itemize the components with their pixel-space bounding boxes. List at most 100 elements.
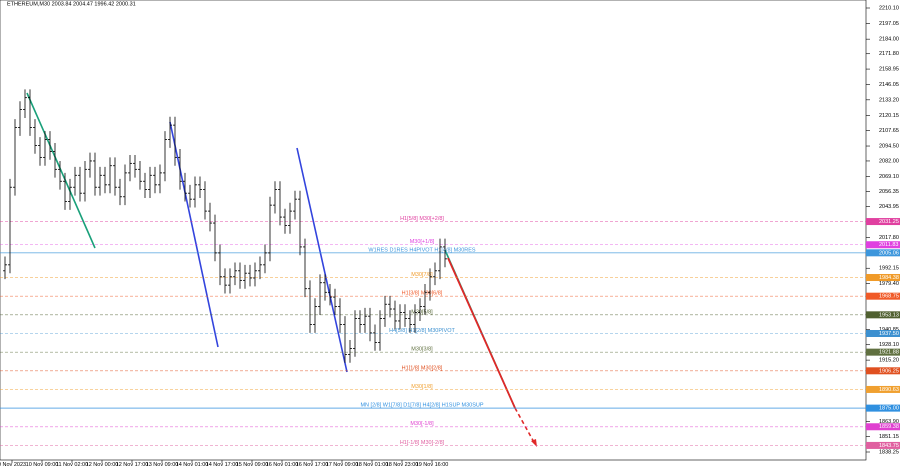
trend-line (169, 121, 219, 348)
price-tag-label: 2005.06 (879, 250, 899, 256)
level-label: M30[1/8] (411, 384, 433, 390)
y-tick-label: 2082.00 (879, 158, 899, 164)
ohlc-bar (13, 119, 17, 196)
level-label: M30[7/8] (411, 272, 433, 278)
y-tick-label: 2107.65 (879, 128, 899, 134)
ohlc-bar (93, 152, 97, 196)
ohlc-bar (328, 283, 332, 306)
ohlc-bar (238, 262, 242, 289)
ohlc-bar (398, 304, 402, 330)
trend-line (26, 92, 96, 249)
ohlc-bar (43, 131, 47, 166)
level-label: H1[5/8] M30[+2/8] (400, 216, 444, 222)
ohlc-bar (98, 166, 102, 196)
level-label: H4[5/8] H1[2/8] M30PIVOT (389, 328, 455, 334)
y-tick-label: 2184.00 (879, 37, 899, 43)
y-tick-label: 1838.25 (879, 449, 899, 455)
price-tag-label: 1875.00 (879, 406, 899, 412)
y-tick-label: 1992.15 (879, 266, 899, 272)
price-tag (866, 404, 900, 412)
ohlc-bar (168, 116, 172, 148)
ohlc-bar (308, 280, 312, 333)
price-tag-label: 1859.38 (879, 424, 899, 430)
x-tick-label: 16 Nov 17:00 (296, 462, 329, 468)
y-tick-label: 2056.35 (879, 189, 899, 195)
x-tick-label: 18 Nov 01:00 (356, 462, 389, 468)
price-tag (866, 367, 900, 375)
price-tag-label: 1906.25 (879, 368, 899, 374)
trend-line (296, 147, 348, 373)
ohlc-bar (233, 262, 237, 286)
trend-lines (26, 92, 537, 447)
y-tick-label: 1928.10 (879, 342, 899, 348)
ohlc-bar (428, 268, 432, 301)
ohlc-bar (323, 274, 327, 301)
x-tick-label: 9 Nov 2023 (0, 462, 26, 468)
plot-frame (0, 0, 867, 461)
y-tick-label: 2171.80 (879, 51, 899, 57)
x-tick-label: 18 Nov 23:00 (386, 462, 419, 468)
ohlc-bar (33, 119, 37, 154)
ohlc-bar (253, 262, 257, 287)
trend-line (447, 257, 516, 409)
ohlc-bar (213, 214, 217, 262)
x-tick-label: 17 Nov 09:00 (326, 462, 359, 468)
ohlc-bar (73, 166, 77, 196)
ohlc-bar (188, 184, 192, 208)
ohlc-bar (218, 244, 222, 286)
ohlc-bar (118, 178, 122, 206)
ohlc-bar (208, 202, 212, 232)
y-tick-label: 2210.10 (879, 5, 899, 11)
ohlc-bar (333, 288, 337, 315)
ohlc-bar (53, 143, 57, 178)
ohlc-bar (243, 264, 247, 289)
y-tick-label: 2158.95 (879, 67, 899, 73)
price-tag-label: 1984.38 (879, 275, 899, 281)
price-tag-label: 1890.63 (879, 387, 899, 393)
ohlc-bar (113, 157, 117, 196)
ohlc-bar (38, 137, 42, 166)
ohlc-bar (173, 116, 177, 166)
ohlc-bar (433, 262, 437, 286)
x-tick-label: 12 Nov 17:00 (116, 462, 149, 468)
ohlc-bar (408, 310, 412, 333)
price-tag-label: 1968.75 (879, 294, 899, 300)
y-tick-label: 1851.15 (879, 434, 899, 440)
x-tick-label: 10 Nov 09:00 (26, 462, 59, 468)
ohlc-bar (138, 160, 142, 190)
ohlc-bar (368, 307, 372, 342)
ohlc-bar (358, 310, 362, 333)
price-tag-label: 2011.83 (879, 242, 898, 248)
ohlc-bar (178, 149, 182, 190)
arrow-head (531, 439, 537, 447)
y-tick-label: 2069.10 (879, 174, 899, 180)
ohlc-bar (198, 176, 202, 198)
x-tick-label: 19 Nov 16:00 (416, 462, 449, 468)
y-tick-label: 1915.20 (879, 358, 899, 364)
ohlc-bar (298, 190, 302, 256)
ohlc-bar (58, 160, 62, 190)
price-tag (866, 249, 900, 257)
y-tick-label: 2094.50 (879, 143, 899, 149)
ohlc-bar (63, 172, 67, 210)
ohlc-bar (3, 256, 7, 280)
price-tag (866, 348, 900, 356)
price-tag (866, 385, 900, 393)
price-tag-label: 2031.25 (879, 219, 899, 225)
ohlc-bar (363, 307, 367, 333)
x-tick-label: 16 Nov 01:00 (266, 462, 299, 468)
price-tag-label: 1953.13 (879, 312, 899, 318)
ohlc-bar (348, 340, 352, 363)
ohlc-bar (18, 101, 22, 136)
x-tick-label: 15 Nov 09:00 (236, 462, 269, 468)
ohlc-bar (378, 310, 382, 351)
level-label: M30[3/8] (411, 347, 433, 353)
ohlc-bar (83, 160, 87, 202)
y-tick-label: 1940.85 (879, 327, 899, 333)
level-label: M30[+1/8] (410, 239, 435, 245)
ohlc-bar (313, 298, 317, 333)
x-tick-label: 11 Nov 02:00 (56, 462, 88, 468)
price-tag (866, 423, 900, 431)
ohlc-bar (278, 181, 282, 226)
